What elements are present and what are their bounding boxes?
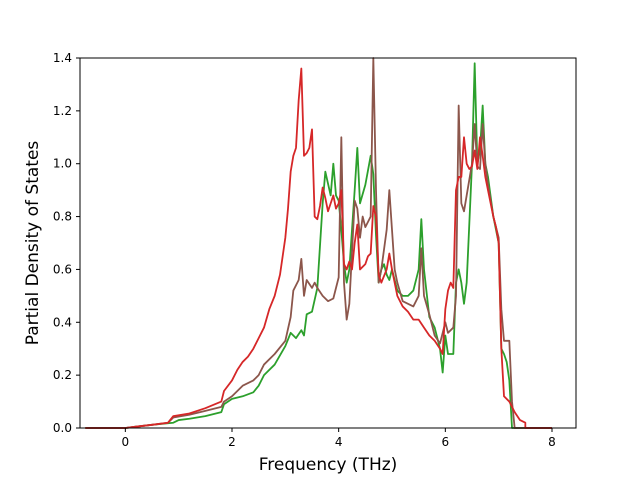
x-tick-label: 0 xyxy=(122,435,130,449)
x-axis: 0 2 4 6 8 xyxy=(122,428,556,449)
y-tick-label: 1.4 xyxy=(53,51,72,65)
y-tick-label: 0.6 xyxy=(53,262,72,276)
y-axis-title: Partial Density of States xyxy=(23,141,43,346)
x-axis-title: Frequency (THz) xyxy=(259,455,398,475)
axes-frame xyxy=(79,57,577,429)
y-tick-label: 0.4 xyxy=(53,315,72,329)
y-tick-label: 0.2 xyxy=(53,368,72,382)
series-line-1 xyxy=(85,62,552,429)
x-tick-label: 8 xyxy=(548,435,556,449)
x-tick-label: 2 xyxy=(228,435,236,449)
y-axis: 0.0 0.2 0.4 0.6 0.8 1.0 1.2 1.4 xyxy=(53,51,80,435)
axes-background xyxy=(80,58,576,428)
y-tick-label: 1.0 xyxy=(53,157,72,171)
plot-area xyxy=(79,57,577,429)
x-tick-label: 6 xyxy=(442,435,450,449)
y-tick-label: 0.8 xyxy=(53,210,72,224)
x-tick-label: 4 xyxy=(335,435,343,449)
series-line-3 xyxy=(85,67,552,429)
series-layer xyxy=(85,57,552,429)
y-tick-label: 1.2 xyxy=(53,104,72,118)
y-tick-label: 0.0 xyxy=(53,421,72,435)
series-line-2 xyxy=(85,57,552,429)
